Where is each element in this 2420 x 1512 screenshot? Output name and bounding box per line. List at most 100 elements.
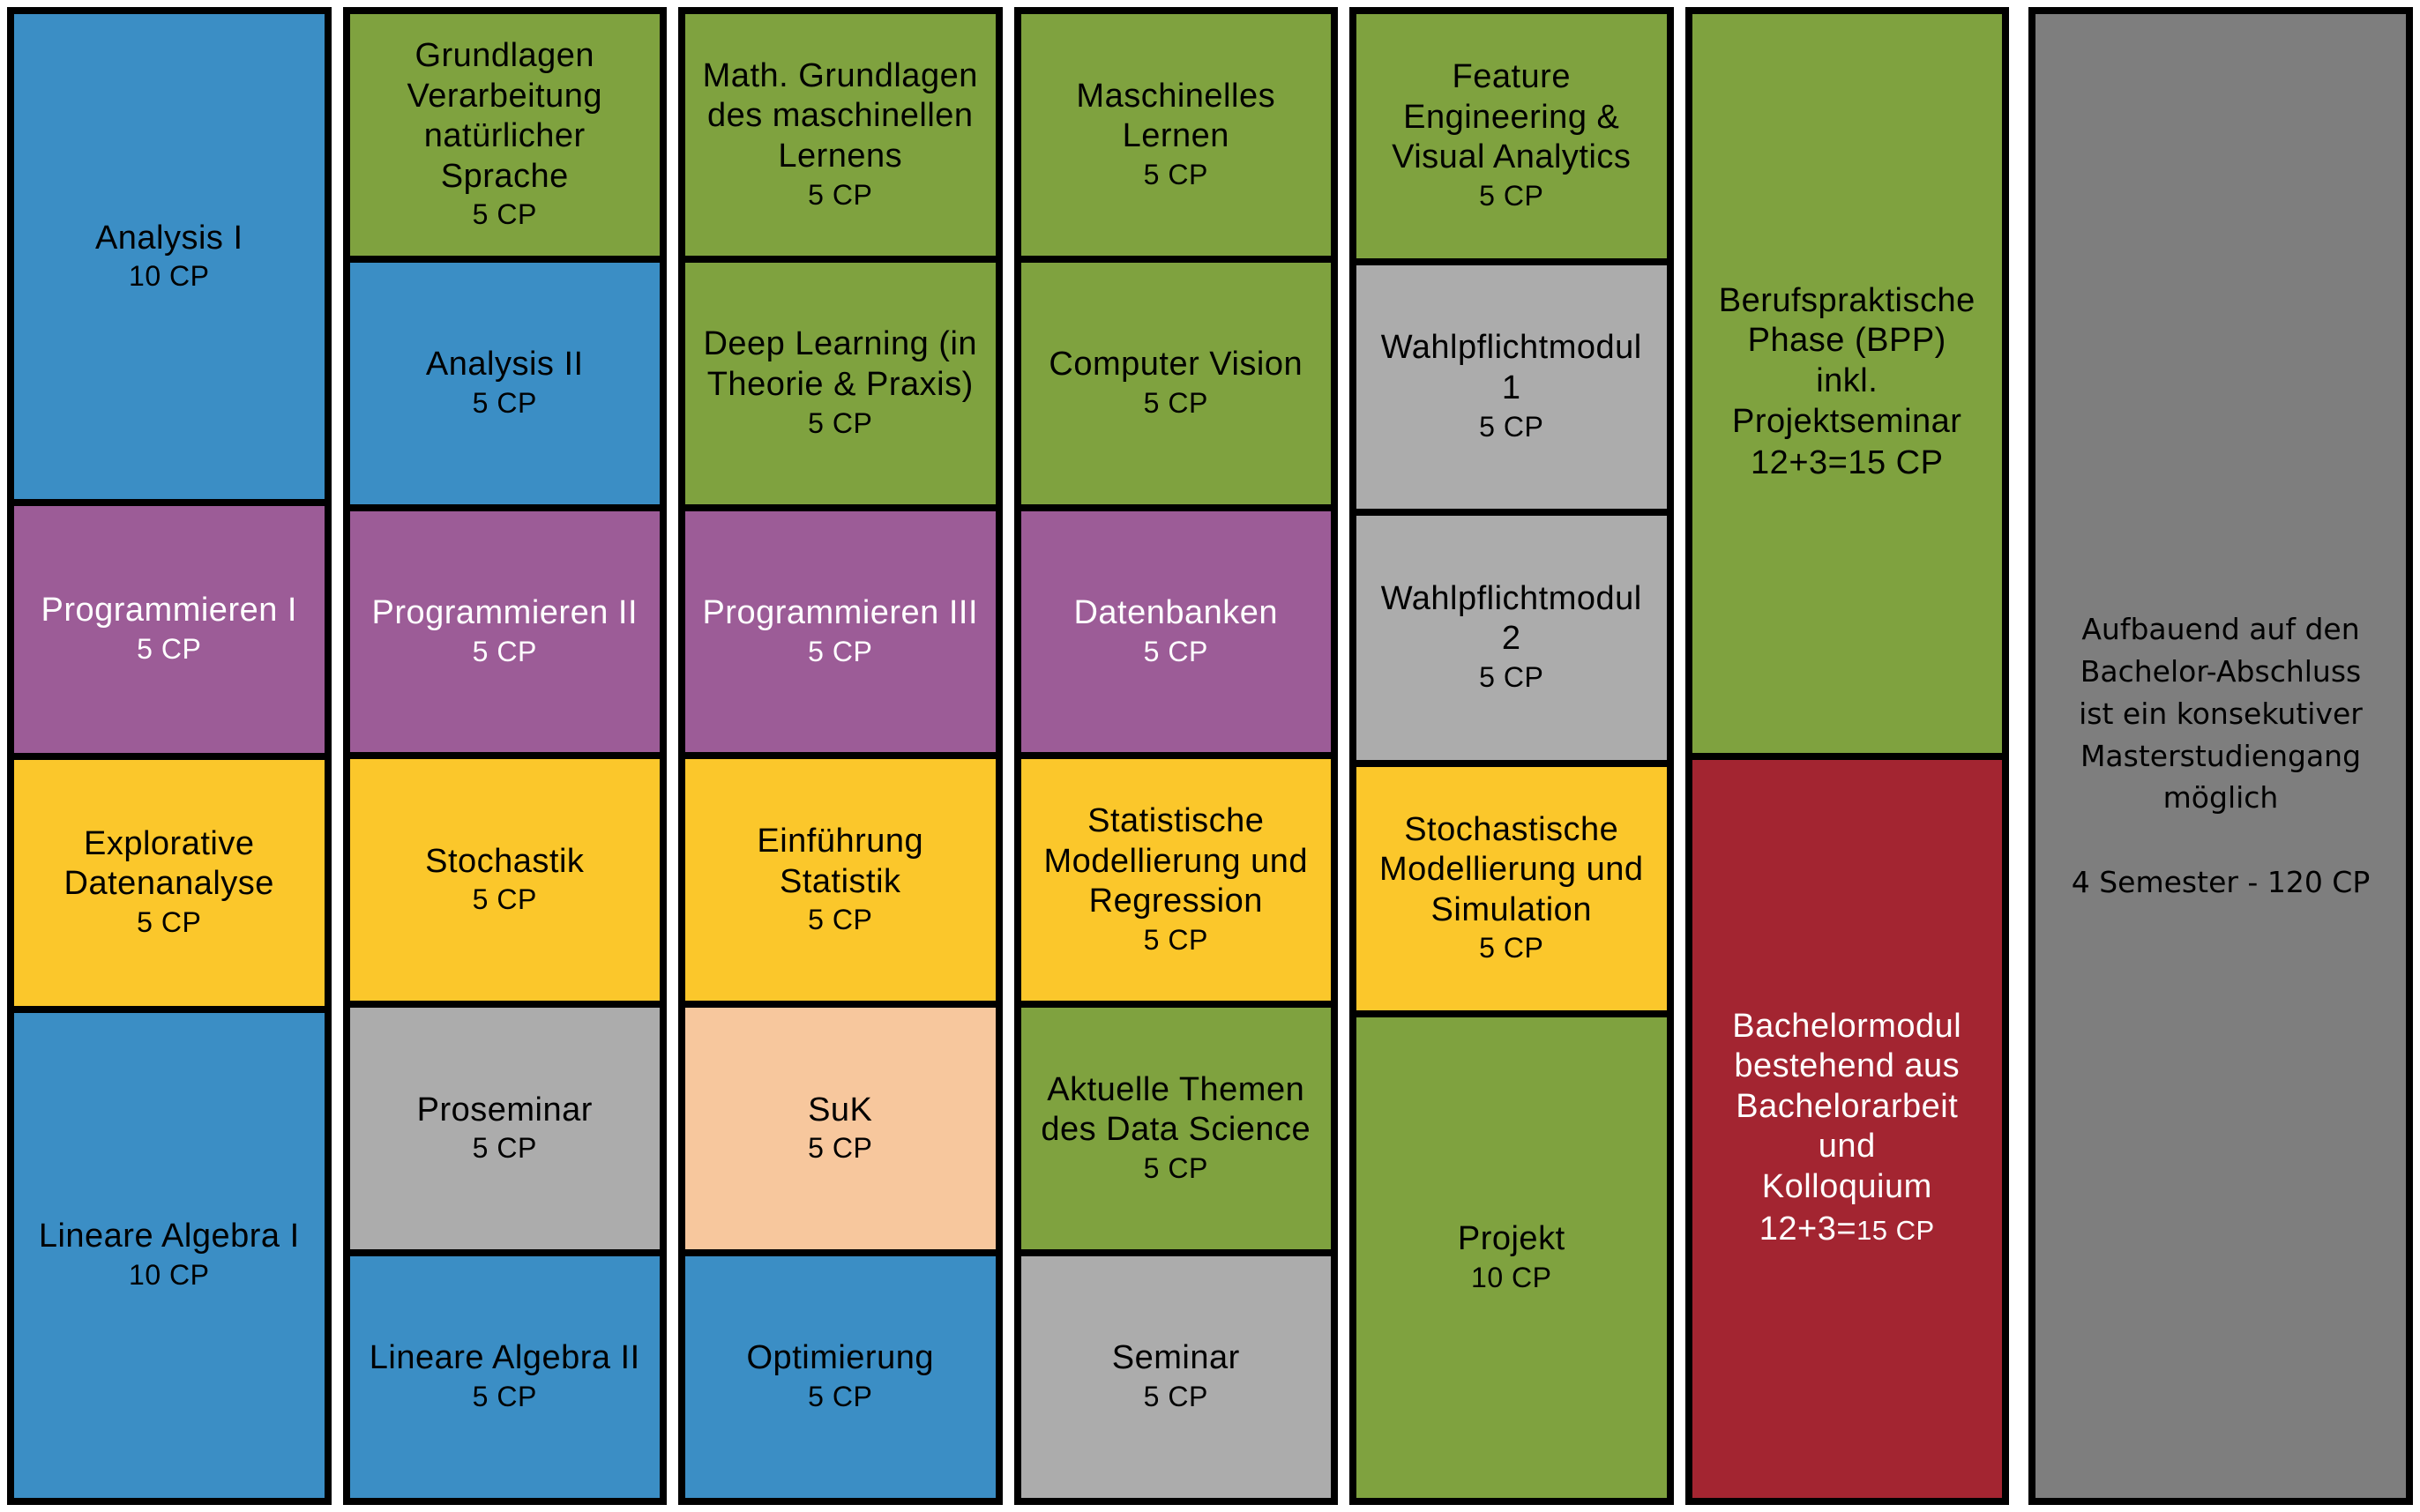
module-block: Statistische Modellierung und Regression 5 …	[1013, 752, 1338, 1009]
module-title-line: Verarbeitung	[407, 77, 602, 115]
module-block: Lineare Algebra I 10 CP	[7, 1005, 332, 1505]
module-block: Proseminar 5 CP	[342, 1001, 667, 1257]
module-title-line: Lineare Algebra II	[369, 1339, 640, 1377]
module-title-line: Lernen	[1122, 117, 1229, 155]
module-credits: 5 CP	[1143, 635, 1208, 667]
module-block: Feature Engineering & Visual Analytics 5 CP	[1349, 7, 1674, 265]
module-title-line: natürlicher	[423, 117, 586, 155]
module-credits-value: 15 CP	[1856, 1214, 1935, 1246]
module-block: SuK 5 CP	[678, 1001, 1003, 1257]
module-title-line: bestehend aus	[1734, 1047, 1961, 1085]
info-line: Aufbauend auf den	[2081, 611, 2360, 646]
module-title-line: Proseminar	[416, 1091, 593, 1128]
info-line: Masterstudiengang	[2080, 738, 2362, 773]
module-title-line: Seminar	[1111, 1339, 1240, 1377]
module-title-line: des Data Science	[1041, 1111, 1311, 1149]
module-credits: 5 CP	[472, 386, 537, 419]
module-title-line: Projekt	[1457, 1219, 1565, 1257]
module-title-line: Bachelormodul	[1732, 1007, 1962, 1045]
module-credits: 5 CP	[472, 635, 537, 667]
module-credits: 5 CP	[1143, 1152, 1208, 1185]
module-title-line: Lernens	[778, 137, 903, 175]
module-credits: 5 CP	[1479, 410, 1544, 443]
module-credits: 5 CP	[137, 632, 202, 665]
module-title-line: Computer Vision	[1049, 346, 1303, 384]
module-block: Einführung Statistik 5 CP	[678, 752, 1003, 1009]
module-block: Programmieren II 5 CP	[342, 503, 667, 760]
module-title-line: Deep Learning (in	[703, 325, 978, 363]
module-title-line: Projektseminar	[1732, 402, 1962, 440]
module-block: Programmieren III 5 CP	[678, 503, 1003, 760]
module-block: Wahlpflichtmodul 1 5 CP	[1349, 257, 1674, 516]
module-title-line: Engineering &	[1403, 98, 1620, 136]
module-title-line: Datenanalyse	[63, 865, 274, 903]
semester-column-5: Feature Engineering & Visual Analytics 5 CP…	[1349, 7, 1674, 1505]
module-credits: 5 CP	[1143, 158, 1208, 190]
module-title-line: Regression	[1088, 883, 1263, 920]
module-title-line: Datenbanken	[1073, 593, 1279, 631]
info-line: möglich	[2162, 780, 2279, 816]
module-title-line: inkl.	[1816, 362, 1878, 400]
semester-column-3: Math. Grundlagen des maschinellen Lernens 5…	[678, 7, 1003, 1505]
module-title-line: Berufspraktische	[1718, 281, 1976, 319]
module-title-line: Kolloquium	[1761, 1167, 1932, 1205]
module-block: Stochastische Modellierung und Simulation 5…	[1349, 759, 1674, 1017]
module-credits: 5 CP	[808, 1381, 873, 1413]
module-credits-formula: 12+3=	[1759, 1210, 1857, 1248]
info-line: Bachelor-Abschluss	[2080, 653, 2362, 689]
module-title-line: Math. Grundlagen	[702, 56, 978, 94]
module-credits: 5 CP	[1143, 1381, 1208, 1413]
semester-column-4: Maschinelles Lernen 5 CP Computer Vision 5 C…	[1013, 7, 1338, 1505]
module-credits: 5 CP	[808, 406, 873, 439]
module-block: Analysis II 5 CP	[342, 255, 667, 511]
module-block: Computer Vision 5 CP	[1013, 255, 1338, 511]
module-credits: 5 CP	[1143, 923, 1208, 956]
module-credits: 5 CP	[1479, 932, 1544, 965]
module-block: Explorative Datenanalyse 5 CP	[7, 752, 332, 1013]
master-info-panel: Aufbauend auf den Bachelor-Abschluss ist e…	[2028, 7, 2413, 1505]
module-title-line: Modellierung und	[1378, 851, 1644, 889]
module-title-line: Optimierung	[746, 1339, 934, 1377]
module-block: Datenbanken 5 CP	[1013, 503, 1338, 760]
module-credits: 5 CP	[472, 883, 537, 916]
module-block: Seminar 5 CP	[1013, 1249, 1338, 1505]
module-credits: 5 CP	[137, 905, 202, 938]
module-title-line: Einführung	[757, 823, 924, 860]
module-title-line: Statistische	[1087, 802, 1265, 840]
module-title-line: 1	[1501, 369, 1521, 406]
module-credits: 5 CP	[472, 1381, 537, 1413]
module-title-line: Analysis II	[425, 346, 584, 384]
module-title-line: Feature	[1452, 58, 1571, 96]
module-credits: 10 CP	[129, 260, 210, 293]
module-block: Berufspraktische Phase (BPP) inkl. Projekts…	[1684, 7, 2009, 760]
module-title-line: Bachelorarbeit	[1736, 1087, 1959, 1125]
module-block: Optimierung 5 CP	[678, 1249, 1003, 1505]
module-block: Bachelormodul bestehend aus Bachelorarbeit…	[1684, 752, 2009, 1505]
module-title-line: Visual Analytics	[1392, 138, 1632, 176]
module-credits: 5 CP	[808, 1132, 873, 1165]
module-title-line: Grundlagen	[415, 36, 595, 74]
module-title-line: Theorie & Praxis)	[706, 365, 974, 403]
module-title-line: Analysis I	[94, 219, 243, 257]
module-block: Stochastik 5 CP	[342, 752, 667, 1009]
module-title-line: und	[1818, 1128, 1876, 1166]
module-title-line: Lineare Algebra I	[38, 1218, 300, 1255]
module-title-line: Wahlpflichtmodul	[1380, 329, 1642, 367]
module-credits: 12+3=15 CP	[1759, 1208, 1935, 1251]
info-line: ist ein konsekutiver	[2079, 696, 2363, 731]
module-title-line: Statistik	[779, 862, 901, 900]
module-credits: 5 CP	[1479, 179, 1544, 212]
semester-column-6: Berufspraktische Phase (BPP) inkl. Projekts…	[1684, 7, 2009, 1505]
module-credits: 5 CP	[808, 904, 873, 936]
module-block: Maschinelles Lernen 5 CP	[1013, 7, 1338, 263]
module-title-line: Maschinelles	[1076, 77, 1276, 115]
info-line: 4 Semester - 120 CP	[2071, 865, 2371, 900]
module-credits: 5 CP	[472, 1132, 537, 1165]
module-title-line: Aktuelle Themen	[1047, 1070, 1305, 1108]
module-credits: 5 CP	[808, 178, 873, 211]
module-title-line: Modellierung und	[1043, 842, 1309, 880]
